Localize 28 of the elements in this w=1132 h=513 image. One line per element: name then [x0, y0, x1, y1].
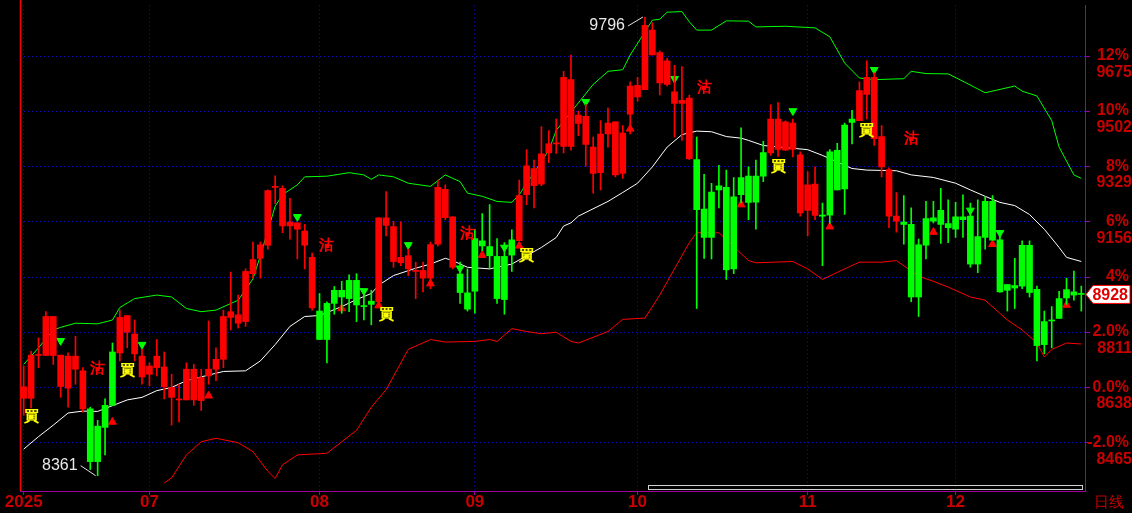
y2-tick-label: 2.0%: [1092, 322, 1129, 340]
x-tick-label: 12: [946, 491, 966, 511]
y2-tick-label: 12%: [1096, 46, 1129, 64]
y2-tick-label: 0.0%: [1092, 377, 1129, 395]
y-tick-label: 9675: [1096, 62, 1132, 80]
x-tick-label: 09: [465, 491, 485, 511]
y-tick-label: 9502: [1096, 118, 1132, 136]
y-tick-label: 8811: [1097, 339, 1132, 357]
x-tick-label: 2025: [4, 491, 43, 511]
y2-tick-label: 10%: [1096, 101, 1129, 119]
y2-tick-label: 4%: [1105, 267, 1129, 285]
y-tick-label: 8638: [1096, 394, 1132, 412]
y2-tick-label: -2.0%: [1087, 432, 1129, 450]
text: 日线: [1093, 492, 1124, 511]
text: 8928: [1092, 285, 1129, 303]
y-tick-label: 9329: [1096, 173, 1132, 191]
text: 買: [770, 157, 786, 176]
x-tick-label: 11: [798, 491, 817, 511]
annotation: 9796: [589, 16, 626, 34]
y2-tick-label: 6%: [1105, 211, 1129, 229]
x-tick-label: 10: [628, 491, 648, 511]
annotation: 8361: [42, 456, 78, 474]
y-tick-label: 8465: [1096, 449, 1132, 467]
text: 買: [119, 361, 135, 380]
y-tick-label: 9156: [1096, 228, 1132, 246]
x-tick-label: 07: [139, 491, 159, 511]
x-tick-label: 08: [310, 491, 329, 511]
y2-tick-label: 8%: [1105, 156, 1129, 174]
